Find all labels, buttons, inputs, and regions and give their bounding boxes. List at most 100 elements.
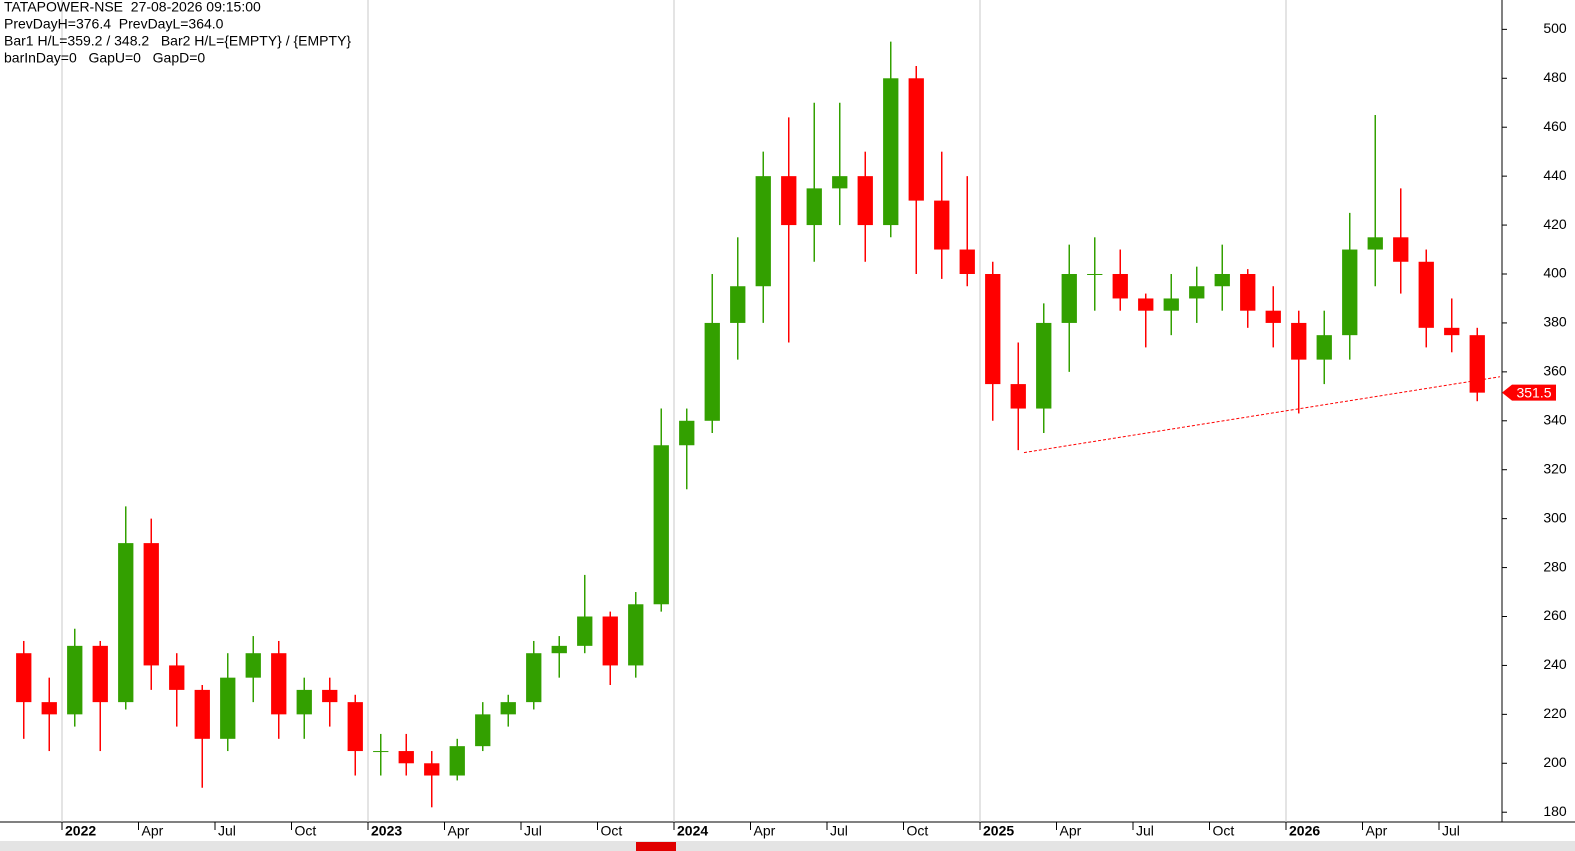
- candle-body: [1138, 298, 1154, 311]
- candle-body: [883, 78, 899, 226]
- last-price-label: 351.5: [1516, 384, 1551, 400]
- candle-body: [679, 420, 695, 446]
- x-tick-label: Apr: [754, 823, 776, 839]
- candle-body: [832, 176, 848, 189]
- candle-body: [653, 445, 669, 605]
- candle-body: [1036, 322, 1052, 409]
- candle-body: [704, 322, 720, 421]
- y-tick-label: 180: [1543, 803, 1567, 819]
- candle-body: [347, 702, 363, 752]
- candle-body: [449, 746, 465, 776]
- y-tick-label: 300: [1543, 509, 1567, 525]
- candle-body: [500, 702, 516, 715]
- candle-body: [857, 176, 873, 226]
- y-tick-label: 340: [1543, 411, 1567, 427]
- candle-body: [1010, 384, 1026, 409]
- candle-body: [41, 702, 57, 715]
- info-line: barInDay=0 GapU=0 GapD=0: [4, 50, 205, 66]
- x-tick-label: 2023: [371, 823, 402, 839]
- y-tick-label: 500: [1543, 20, 1567, 36]
- y-tick-label: 320: [1543, 460, 1567, 476]
- x-tick-label: Jul: [524, 823, 542, 839]
- candle-body: [16, 653, 32, 703]
- candle-body: [1265, 310, 1281, 323]
- candle-body: [92, 645, 108, 703]
- candle-body: [1444, 327, 1460, 336]
- candle-body: [577, 616, 593, 646]
- candle-body: [1112, 274, 1128, 299]
- candle-body: [1316, 335, 1332, 360]
- sheet-tab-bar[interactable]: [0, 841, 1575, 851]
- candle-body: [1469, 335, 1485, 393]
- x-tick-label: Apr: [1060, 823, 1082, 839]
- candle-body: [296, 689, 312, 715]
- candle-body: [67, 645, 83, 715]
- candle-body: [1367, 237, 1383, 250]
- candle-body: [908, 78, 924, 201]
- candle-body: [934, 200, 950, 250]
- y-tick-label: 260: [1543, 607, 1567, 623]
- candle-body: [1087, 274, 1103, 275]
- x-tick-label: Apr: [448, 823, 470, 839]
- candle-body: [424, 763, 440, 776]
- candle-body: [220, 677, 236, 739]
- candle-body: [245, 653, 261, 678]
- x-tick-label: Jul: [830, 823, 848, 839]
- x-tick-label: Oct: [295, 823, 317, 839]
- candle-body: [1214, 274, 1230, 287]
- candle-body: [169, 665, 185, 690]
- info-line: Bar1 H/L=359.2 / 348.2 Bar2 H/L={EMPTY} …: [4, 33, 351, 49]
- y-tick-label: 420: [1543, 216, 1567, 232]
- x-tick-label: 2025: [983, 823, 1014, 839]
- candle-body: [1393, 237, 1409, 262]
- info-line: PrevDayH=376.4 PrevDayL=364.0: [4, 16, 224, 32]
- y-tick-label: 480: [1543, 69, 1567, 85]
- y-tick-label: 440: [1543, 167, 1567, 183]
- candle-body: [1189, 286, 1205, 299]
- candle-body: [781, 176, 797, 226]
- candle-body: [271, 653, 287, 715]
- candle-body: [1342, 249, 1358, 336]
- candle-body: [475, 714, 491, 747]
- candle-body: [1163, 298, 1179, 311]
- candle-body: [959, 249, 975, 274]
- candle-body: [602, 616, 618, 666]
- candle-body: [730, 286, 746, 323]
- y-tick-label: 280: [1543, 558, 1567, 574]
- candle-body: [1240, 274, 1256, 311]
- x-tick-label: Oct: [1213, 823, 1235, 839]
- candle-body: [628, 604, 644, 666]
- x-tick-label: Jul: [1136, 823, 1154, 839]
- candle-body: [322, 689, 338, 703]
- trendline: [1023, 376, 1501, 454]
- x-tick-label: Apr: [142, 823, 164, 839]
- last-price-marker: [1502, 384, 1556, 401]
- candle-body: [526, 653, 542, 703]
- candle-body: [985, 274, 1001, 385]
- candle-body: [1291, 322, 1307, 360]
- x-tick-label: Oct: [601, 823, 623, 839]
- y-tick-label: 240: [1543, 656, 1567, 672]
- sheet-tab-marker: [636, 842, 676, 851]
- candle-body: [194, 689, 210, 739]
- y-tick-label: 400: [1543, 265, 1567, 281]
- x-tick-label: 2026: [1289, 823, 1320, 839]
- x-tick-label: 2022: [65, 823, 96, 839]
- candle-body: [551, 645, 567, 654]
- candle-body: [118, 543, 134, 703]
- candle-body: [1061, 274, 1077, 323]
- candle-body: [755, 176, 771, 287]
- x-tick-label: Jul: [1442, 823, 1460, 839]
- candle-body: [806, 188, 822, 226]
- candle-body: [398, 751, 414, 764]
- x-tick-label: Oct: [907, 823, 929, 839]
- y-tick-label: 200: [1543, 754, 1567, 770]
- x-tick-label: 2024: [677, 823, 708, 839]
- candle-body: [373, 751, 389, 753]
- candle-body: [143, 543, 159, 666]
- info-line: TATAPOWER-NSE 27-08-2026 09:15:00: [4, 0, 261, 15]
- candle-body: [1418, 261, 1434, 328]
- y-tick-label: 380: [1543, 314, 1567, 330]
